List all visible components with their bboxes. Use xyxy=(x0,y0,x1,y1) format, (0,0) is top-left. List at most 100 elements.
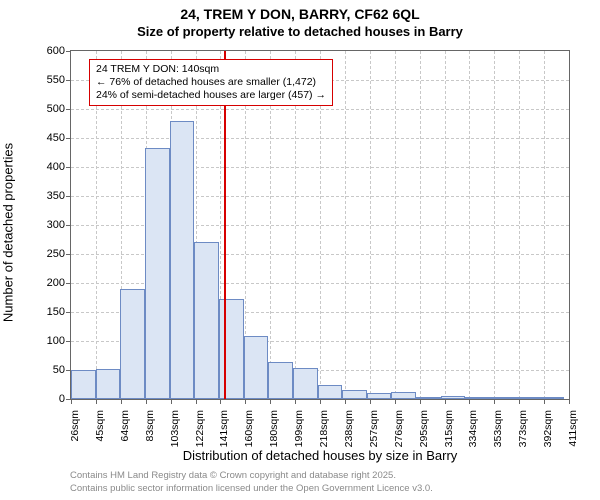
y-tick-label: 300 xyxy=(25,219,65,231)
x-tick-label: 26sqm xyxy=(69,410,81,442)
y-tick-mark xyxy=(66,312,70,313)
y-tick-label: 150 xyxy=(25,306,65,318)
y-tick-label: 450 xyxy=(25,132,65,144)
footer-attribution-1: Contains HM Land Registry data © Crown c… xyxy=(70,470,396,481)
y-tick-mark xyxy=(66,254,70,255)
x-tick-label: 122sqm xyxy=(194,410,206,447)
histogram-bar xyxy=(96,369,121,399)
grid-line-v xyxy=(420,51,421,399)
x-tick-label: 160sqm xyxy=(243,410,255,447)
x-tick-label: 180sqm xyxy=(268,410,280,447)
grid-line-v xyxy=(345,51,346,399)
x-tick-mark xyxy=(544,400,545,404)
histogram-plot: 24 TREM Y DON: 140sqm← 76% of detached h… xyxy=(70,50,570,400)
y-tick-label: 50 xyxy=(25,364,65,376)
grid-line-v xyxy=(445,51,446,399)
histogram-bar xyxy=(490,397,515,399)
y-tick-label: 100 xyxy=(25,335,65,347)
x-tick-mark xyxy=(345,400,346,404)
x-tick-label: 218sqm xyxy=(318,410,330,447)
histogram-bar xyxy=(416,397,441,399)
x-tick-label: 103sqm xyxy=(169,410,181,447)
x-tick-mark xyxy=(395,400,396,404)
y-tick-mark xyxy=(66,283,70,284)
y-tick-label: 550 xyxy=(25,74,65,86)
y-tick-label: 250 xyxy=(25,248,65,260)
y-tick-mark xyxy=(66,225,70,226)
x-tick-label: 83sqm xyxy=(144,410,156,442)
x-tick-mark xyxy=(96,400,97,404)
x-tick-label: 276sqm xyxy=(393,410,405,447)
x-tick-mark xyxy=(71,400,72,404)
x-tick-mark xyxy=(370,400,371,404)
x-axis-label: Distribution of detached houses by size … xyxy=(70,448,570,463)
x-tick-label: 392sqm xyxy=(542,410,554,447)
page-subtitle: Size of property relative to detached ho… xyxy=(0,24,600,39)
y-tick-mark xyxy=(66,138,70,139)
histogram-bar xyxy=(342,390,367,399)
histogram-bar xyxy=(71,370,96,399)
histogram-bar xyxy=(293,368,318,399)
x-tick-mark xyxy=(469,400,470,404)
x-tick-mark xyxy=(270,400,271,404)
y-tick-label: 0 xyxy=(25,393,65,405)
grid-line-v xyxy=(395,51,396,399)
histogram-bar xyxy=(318,385,343,400)
x-tick-mark xyxy=(121,400,122,404)
x-tick-label: 257sqm xyxy=(368,410,380,447)
x-tick-mark xyxy=(220,400,221,404)
histogram-bar xyxy=(244,336,269,399)
grid-line-v xyxy=(494,51,495,399)
x-tick-mark xyxy=(320,400,321,404)
grid-line-v xyxy=(519,51,520,399)
page-title: 24, TREM Y DON, BARRY, CF62 6QL xyxy=(0,6,600,22)
x-tick-label: 295sqm xyxy=(418,410,430,447)
histogram-bar xyxy=(194,242,219,399)
x-tick-label: 64sqm xyxy=(119,410,131,442)
footer-attribution-2: Contains public sector information licen… xyxy=(70,483,433,494)
histogram-bar xyxy=(539,397,564,399)
histogram-bar xyxy=(441,396,466,399)
x-tick-mark xyxy=(245,400,246,404)
grid-line-v xyxy=(544,51,545,399)
y-tick-label: 350 xyxy=(25,190,65,202)
y-tick-label: 200 xyxy=(25,277,65,289)
x-tick-label: 334sqm xyxy=(467,410,479,447)
y-axis-label: Number of detached properties xyxy=(1,143,16,322)
y-tick-mark xyxy=(66,167,70,168)
y-tick-mark xyxy=(66,51,70,52)
histogram-bar xyxy=(219,299,244,399)
histogram-bar xyxy=(515,397,540,399)
x-tick-label: 373sqm xyxy=(517,410,529,447)
x-tick-label: 238sqm xyxy=(343,410,355,447)
x-tick-mark xyxy=(171,400,172,404)
y-tick-mark xyxy=(66,341,70,342)
y-tick-mark xyxy=(66,196,70,197)
x-tick-mark xyxy=(196,400,197,404)
histogram-bar xyxy=(391,392,416,399)
x-tick-mark xyxy=(445,400,446,404)
y-tick-mark xyxy=(66,370,70,371)
x-tick-mark xyxy=(295,400,296,404)
histogram-bar xyxy=(170,121,195,399)
histogram-bar xyxy=(465,397,490,399)
x-tick-label: 411sqm xyxy=(567,410,579,447)
y-tick-mark xyxy=(66,399,70,400)
y-tick-label: 500 xyxy=(25,103,65,115)
y-tick-label: 400 xyxy=(25,161,65,173)
histogram-bar xyxy=(268,362,293,399)
histogram-bar xyxy=(145,148,170,399)
x-tick-mark xyxy=(146,400,147,404)
y-tick-mark xyxy=(66,109,70,110)
annotation-line: 24% of semi-detached houses are larger (… xyxy=(96,89,326,102)
x-tick-label: 315sqm xyxy=(443,410,455,447)
x-tick-mark xyxy=(420,400,421,404)
histogram-bar xyxy=(367,393,392,399)
x-tick-label: 141sqm xyxy=(218,410,230,447)
grid-line-v xyxy=(370,51,371,399)
x-tick-mark xyxy=(494,400,495,404)
x-tick-label: 199sqm xyxy=(293,410,305,447)
x-tick-mark xyxy=(519,400,520,404)
y-tick-mark xyxy=(66,80,70,81)
x-tick-label: 353sqm xyxy=(492,410,504,447)
